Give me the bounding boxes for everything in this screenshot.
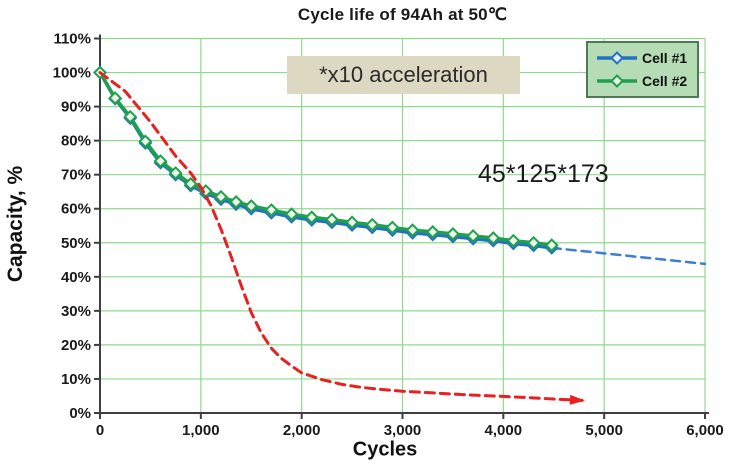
marker-cell-2	[544, 238, 559, 253]
marker-cell-2	[153, 154, 168, 168]
y-tick-label: 100%	[53, 65, 91, 82]
y-tick-label: 80%	[61, 133, 91, 150]
series-line-x10-accelerated-reference	[98, 71, 584, 402]
series-line-cell-1-projection	[550, 246, 707, 266]
y-tick-label: 50%	[61, 235, 91, 252]
marker-cell-2	[264, 203, 279, 218]
y-tick-label: 30%	[61, 303, 91, 320]
marker-cell-2	[284, 207, 299, 222]
marker-cell-2	[446, 227, 460, 241]
y-tick-label: 60%	[61, 201, 91, 218]
marker-cell-2	[183, 176, 198, 191]
dimensions-note: 45*125*173	[478, 160, 609, 188]
marker-cell-2	[168, 166, 183, 180]
y-tick-label: 90%	[61, 99, 91, 116]
legend-swatch-icon	[597, 74, 637, 88]
arrowhead	[569, 394, 585, 405]
acceleration-note: *x10 acceleration	[287, 56, 520, 94]
marker-cell-2	[214, 189, 228, 204]
legend-label: Cell #2	[642, 73, 688, 89]
marker-cell-2	[466, 229, 480, 243]
marker-cell-2	[405, 223, 420, 238]
y-tick-label: 70%	[61, 167, 91, 184]
marker-cell-2	[138, 134, 153, 149]
y-axis-title: Capacity, %	[4, 165, 27, 283]
marker-cell-2	[486, 231, 501, 245]
y-tick-label: 110%	[53, 31, 91, 48]
marker-cell-2	[304, 210, 319, 225]
legend-item-cell-2: Cell #2	[596, 73, 689, 89]
y-tick-label: 10%	[61, 371, 91, 388]
marker-cell-2	[108, 91, 123, 105]
y-tick-label: 0%	[69, 405, 91, 422]
marker-cell-2	[365, 217, 380, 232]
x-tick-label: 4,000	[485, 422, 523, 439]
chart-title: Cycle life of 94Ah at 50℃	[297, 5, 508, 24]
marker-cell-2	[229, 195, 244, 209]
x-tick-label: 1,000	[182, 422, 220, 439]
legend-swatch-icon	[597, 51, 637, 65]
marker-cell-2	[325, 212, 339, 227]
marker-cell-2	[526, 235, 541, 250]
y-tick-label: 20%	[61, 337, 91, 354]
legend-item-cell-1: Cell #1	[596, 50, 689, 66]
legend-label: Cell #1	[642, 50, 688, 66]
x-axis-title: Cycles	[352, 438, 418, 461]
y-tick-label: 40%	[61, 269, 91, 286]
x-tick-label: 2,000	[283, 422, 321, 439]
marker-cell-2	[385, 220, 400, 235]
marker-cell-2	[123, 109, 138, 124]
x-tick-label: 5,000	[585, 422, 623, 439]
marker-cell-2	[425, 224, 440, 239]
marker-cell-2	[345, 215, 359, 230]
legend: Cell #1 Cell #2	[586, 41, 699, 98]
marker-cell-2	[506, 233, 521, 248]
marker-cell-2	[244, 199, 259, 213]
x-tick-label: 3,000	[384, 422, 422, 439]
x-tick-label: 6,000	[686, 422, 724, 439]
x-tick-label: 0	[96, 422, 104, 439]
